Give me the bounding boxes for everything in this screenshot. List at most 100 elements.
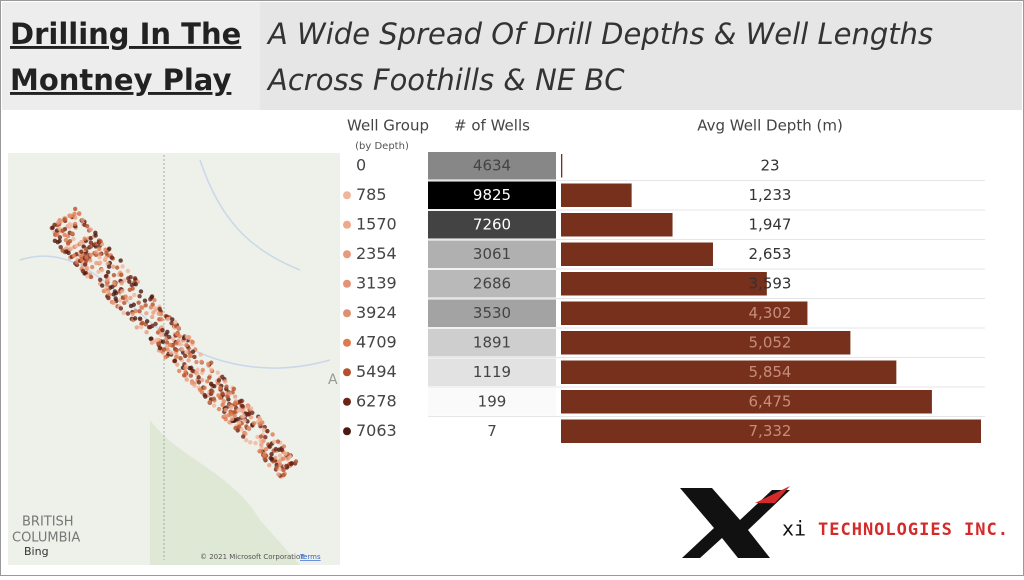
map-dot: [293, 459, 299, 464]
map-dot: [150, 314, 155, 320]
map-dot: [243, 437, 249, 443]
map-dot: [110, 284, 115, 289]
map-dot: [60, 248, 65, 253]
bar: [561, 419, 981, 443]
map-dot: [246, 403, 251, 409]
map-dot: [72, 211, 77, 217]
map-dot: [223, 407, 229, 412]
map-dot: [90, 264, 95, 270]
map-dot: [103, 274, 109, 279]
value-label: 2,653: [749, 245, 792, 263]
map-dot: [232, 400, 238, 406]
map-dot: [97, 255, 102, 260]
map-dot: [163, 354, 168, 360]
map-dot: [140, 320, 145, 326]
map-dot: [184, 350, 189, 355]
map-dot: [280, 456, 286, 461]
map-terms[interactable]: Terms: [299, 553, 321, 561]
map-dot: [283, 451, 288, 456]
group-label: 785: [356, 185, 387, 204]
map-dot: [134, 325, 140, 330]
map-dot: [192, 354, 197, 360]
map-dot: [63, 237, 69, 243]
map-dot: [76, 211, 82, 217]
chart-title: Avg Well Depth (m): [697, 117, 843, 135]
map-dot: [239, 398, 244, 404]
map-dot: [66, 250, 71, 256]
bar: [561, 242, 713, 266]
map-dot: [137, 308, 142, 314]
wells-cell: [428, 240, 556, 268]
map-dot: [236, 420, 242, 426]
map-dot: [164, 340, 170, 345]
map-dot: [258, 434, 264, 439]
map-dot: [228, 412, 234, 417]
map-dot: [183, 369, 188, 375]
map-dot: [277, 462, 283, 467]
map-dot: [96, 269, 101, 275]
group-label: 7063: [356, 421, 397, 440]
map-dot: [69, 213, 74, 218]
map-dot: [137, 294, 142, 299]
map-dot: [155, 337, 160, 342]
group-label: 1570: [356, 214, 397, 233]
map-dot: [144, 311, 149, 316]
wells-value: 9825: [473, 186, 511, 204]
map-dot: [274, 465, 279, 470]
map-dot: [281, 444, 287, 449]
map-dot: [217, 385, 223, 391]
map-dot: [221, 398, 226, 404]
map-dot: [165, 316, 171, 322]
wells-cell: [428, 299, 556, 327]
map-dot: [144, 319, 150, 324]
map-dot: [196, 375, 201, 380]
map-dot: [174, 341, 179, 346]
map-dot: [157, 345, 163, 351]
map-dot: [152, 305, 158, 311]
map-dot: [85, 223, 90, 229]
map-dot: [128, 303, 134, 309]
map-dot: [125, 268, 131, 274]
logo-text: TECHNOLOGIES INC.: [818, 520, 1009, 540]
map-dot: [58, 245, 63, 250]
map-dot: [85, 274, 90, 279]
wells-value: 7: [487, 422, 497, 440]
map-dot: [136, 300, 141, 305]
map-dot: [167, 342, 173, 348]
map-dot: [279, 447, 285, 453]
map-dot: [267, 463, 272, 468]
map-dot: [168, 350, 174, 355]
map-dot: [117, 298, 123, 303]
map-dot: [159, 317, 164, 322]
map-dot: [132, 276, 138, 281]
map-dot: [160, 327, 165, 333]
map-dot: [151, 339, 157, 344]
map-dot: [236, 424, 242, 429]
map-dot: [82, 236, 87, 241]
map-dot: [57, 235, 63, 240]
map-dot: [255, 434, 260, 440]
map-dot: [285, 456, 290, 462]
wells-value: 199: [478, 392, 507, 410]
map-dot: [132, 292, 137, 298]
map-river: [199, 159, 301, 271]
map-dot: [261, 453, 267, 458]
map-dot: [104, 250, 109, 256]
map-dot: [151, 310, 156, 315]
map-dot: [169, 320, 174, 326]
map-dot: [105, 269, 111, 275]
map-dot: [242, 418, 247, 423]
map-dot: [138, 289, 144, 294]
wells-cell: [428, 358, 556, 386]
map-dot: [111, 272, 117, 278]
map-dot: [94, 260, 99, 266]
subtitle: Across Foothills & NE BC: [266, 63, 625, 97]
map-dot: [88, 258, 93, 263]
map-dot: [98, 260, 103, 265]
column-heading: Well Group: [347, 117, 429, 135]
map-dot: [149, 295, 154, 300]
map-dot: [176, 325, 181, 331]
title: Drilling In The: [10, 17, 241, 51]
map-dot: [257, 421, 262, 427]
column-subheading: (by Depth): [355, 141, 409, 152]
